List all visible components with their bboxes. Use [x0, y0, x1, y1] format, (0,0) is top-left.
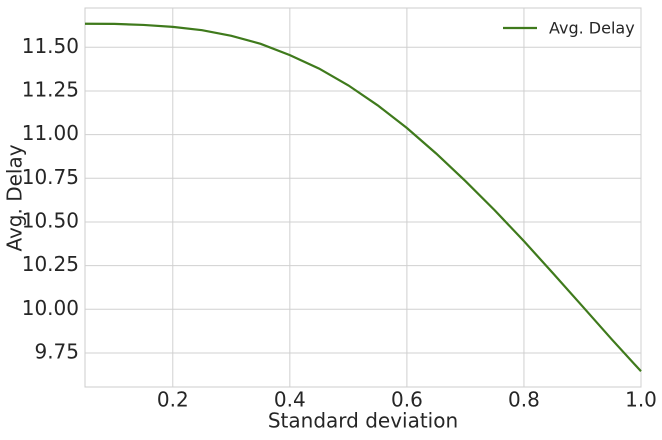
- y-tick-label: 9.75: [34, 339, 79, 363]
- y-tick-label: 11.00: [22, 121, 79, 145]
- y-tick-label: 10.50: [22, 208, 79, 232]
- x-tick-label: 0.2: [157, 388, 189, 412]
- y-tick-label: 11.25: [22, 77, 79, 101]
- y-axis-label: Avg. Delay: [3, 144, 27, 251]
- y-tick-label: 11.50: [22, 34, 79, 58]
- x-axis-label: Standard deviation: [268, 409, 458, 433]
- x-tick-label: 0.4: [274, 388, 306, 412]
- plot-area: [84, 7, 642, 388]
- series-line: [84, 22, 642, 373]
- legend-label: Avg. Delay: [549, 19, 635, 38]
- x-tick-label: 1.0: [625, 388, 657, 412]
- y-tick-label: 10.00: [22, 296, 79, 320]
- x-tick-label: 0.6: [391, 388, 423, 412]
- y-tick-label: 10.25: [22, 252, 79, 276]
- y-tick-label: 10.75: [22, 165, 79, 189]
- x-tick-label: 0.8: [508, 388, 540, 412]
